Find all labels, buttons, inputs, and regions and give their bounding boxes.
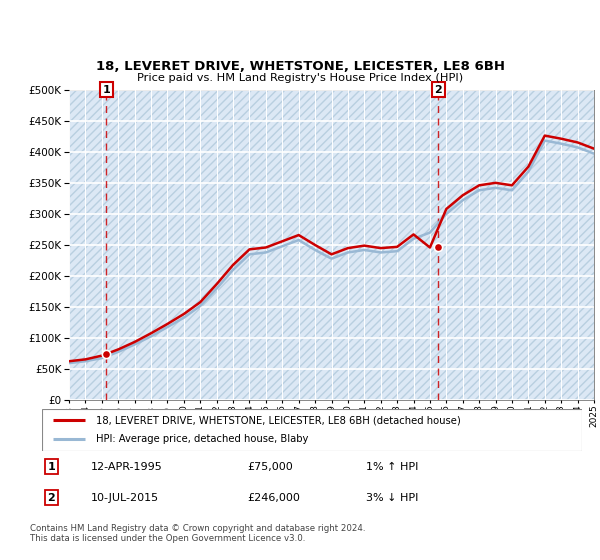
FancyBboxPatch shape — [42, 409, 582, 451]
Text: 18, LEVERET DRIVE, WHETSTONE, LEICESTER, LE8 6BH: 18, LEVERET DRIVE, WHETSTONE, LEICESTER,… — [95, 60, 505, 73]
Text: 2: 2 — [434, 85, 442, 95]
Text: 2: 2 — [47, 493, 55, 503]
Text: 3% ↓ HPI: 3% ↓ HPI — [366, 493, 418, 503]
Text: 18, LEVERET DRIVE, WHETSTONE, LEICESTER, LE8 6BH (detached house): 18, LEVERET DRIVE, WHETSTONE, LEICESTER,… — [96, 415, 461, 425]
Text: £246,000: £246,000 — [247, 493, 300, 503]
Text: HPI: Average price, detached house, Blaby: HPI: Average price, detached house, Blab… — [96, 435, 308, 445]
Text: £75,000: £75,000 — [247, 461, 293, 472]
Text: 12-APR-1995: 12-APR-1995 — [91, 461, 163, 472]
Text: 1% ↑ HPI: 1% ↑ HPI — [366, 461, 418, 472]
Text: Contains HM Land Registry data © Crown copyright and database right 2024.
This d: Contains HM Land Registry data © Crown c… — [30, 524, 365, 543]
Text: Price paid vs. HM Land Registry's House Price Index (HPI): Price paid vs. HM Land Registry's House … — [137, 73, 463, 83]
Text: 10-JUL-2015: 10-JUL-2015 — [91, 493, 159, 503]
Text: 1: 1 — [103, 85, 110, 95]
Text: 1: 1 — [47, 461, 55, 472]
